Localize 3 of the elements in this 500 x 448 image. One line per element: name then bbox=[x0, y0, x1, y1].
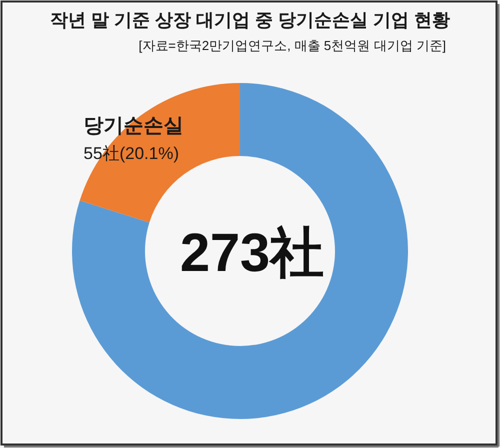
chart-subtitle: [자료=한국2만기업연구소, 매출 5천억원 대기업 기준] bbox=[138, 38, 446, 53]
text: 273社 bbox=[180, 223, 324, 283]
chart-title: 작년 말 기준 상장 대기업 중 당기순손실 기업 현황 bbox=[50, 10, 450, 30]
